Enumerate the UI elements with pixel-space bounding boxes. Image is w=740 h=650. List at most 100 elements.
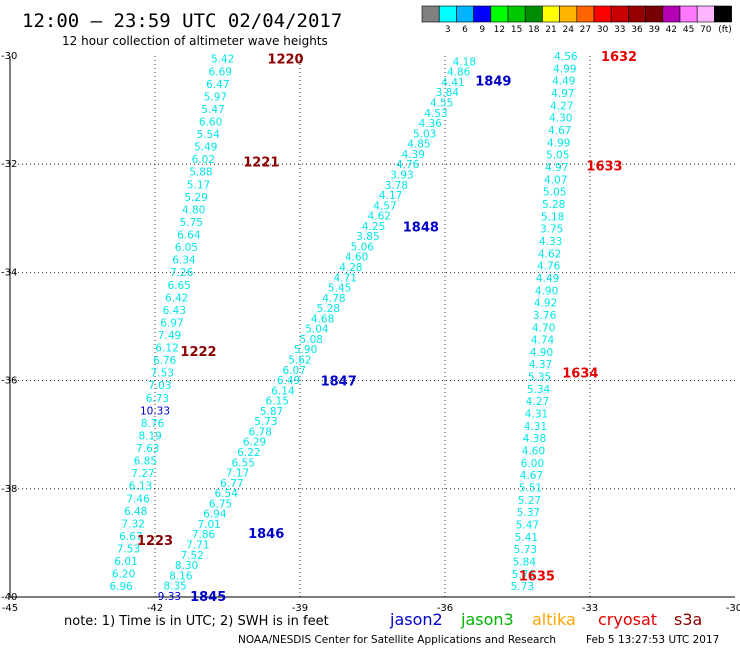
color-scale-label: 24 <box>562 25 574 35</box>
legend-item-jason2: jason2 <box>389 610 443 629</box>
swh-point: 4.76 <box>537 261 561 273</box>
swh-point: 4.39 <box>402 149 425 161</box>
color-scale-label: 18 <box>528 25 540 35</box>
swh-point: 8.16 <box>169 570 193 582</box>
color-swatch <box>628 5 646 23</box>
swh-point: 5.08 <box>300 334 323 346</box>
grid-lines <box>10 56 735 597</box>
swh-point: 4.33 <box>539 236 562 248</box>
swh-point: 4.86 <box>447 67 471 79</box>
swh-point: 7.27 <box>131 468 154 480</box>
swh-point: 6.97 <box>160 317 183 329</box>
color-scale-unit: (ft) <box>718 25 732 35</box>
color-swatch <box>714 5 732 23</box>
legend-item-cryosat: cryosat <box>598 610 657 629</box>
swh-point: 5.47 <box>516 520 539 532</box>
swh-point: 4.55 <box>430 98 453 110</box>
pass-time-label: 1220 <box>267 53 303 68</box>
color-scale-label: 70 <box>700 25 712 35</box>
swh-point: 7.17 <box>226 468 249 480</box>
x-tick-label: -39 <box>292 603 308 614</box>
pass-time-label: 1845 <box>190 590 226 605</box>
legend-item-jason3: jason3 <box>460 610 514 629</box>
pass-time-label: 1221 <box>243 155 279 170</box>
swh-point: 5.29 <box>184 192 207 204</box>
swh-point: 7.52 <box>180 550 203 562</box>
swh-point: 7.53 <box>117 544 140 556</box>
swh-point: 5.06 <box>351 241 375 253</box>
swh-point: 3.76 <box>533 310 557 322</box>
swh-point: 5.42 <box>211 54 234 66</box>
swh-point: 4.99 <box>553 63 576 75</box>
swh-point: 4.90 <box>535 285 558 297</box>
swh-point: 3.78 <box>385 180 408 192</box>
color-swatch <box>576 5 595 23</box>
swh-point: 5.17 <box>187 179 210 191</box>
swh-point: 6.75 <box>209 498 232 510</box>
swh-point: 4.74 <box>531 335 555 347</box>
swh-point: 4.67 <box>520 470 543 482</box>
y-axis-ticks: -30 -32 -34 -36 -38 -40 <box>1 51 17 603</box>
swh-point: 7.63 <box>136 443 159 455</box>
swh-point: 4.25 <box>362 221 385 233</box>
swh-point: 4.36 <box>419 118 443 130</box>
swh-point: 6.64 <box>177 230 201 242</box>
color-scale-label: 6 <box>462 25 468 35</box>
color-swatch <box>524 5 543 23</box>
pass-time-label: 1848 <box>403 220 439 235</box>
swh-point: 6.42 <box>165 292 188 304</box>
chart-subtitle: 12 hour collection of altimeter wave hei… <box>62 34 328 48</box>
swh-point: 4.85 <box>407 139 430 151</box>
color-scale-label: 30 <box>597 25 609 35</box>
y-tick-label: -40 <box>1 592 17 603</box>
plot-area <box>9 56 735 598</box>
swh-point: 5.05 <box>543 187 566 199</box>
color-scale-label: 27 <box>580 25 591 35</box>
swh-point: 7.71 <box>186 540 209 552</box>
swh-point: 3.85 <box>356 231 379 243</box>
x-axis-ticks: -45 -42 -39 -36 -33 -30 <box>2 603 740 614</box>
swh-point: 6.01 <box>114 556 137 568</box>
credit-text: NOAA/NESDIS Center for Satellite Applica… <box>238 634 556 646</box>
units-note: note: 1) Time is in UTC; 2) SWH is in fe… <box>64 614 329 629</box>
x-tick-label: -45 <box>2 603 18 614</box>
color-swatch <box>593 5 612 23</box>
swh-point: 5.73 <box>514 544 537 556</box>
swh-point: 5.97 <box>204 91 227 103</box>
swh-point: 4.97 <box>545 162 568 174</box>
chart-title: 12:00 – 23:59 UTC 02/04/2017 <box>22 10 342 32</box>
swh-point: 3.84 <box>436 87 460 99</box>
swh-point: 5.75 <box>180 217 203 229</box>
swh-point: 9.33 <box>158 591 181 603</box>
swh-point: 7.26 <box>170 267 194 279</box>
pass-time-label: 1847 <box>321 375 357 390</box>
swh-point: 3.75 <box>540 224 563 236</box>
swh-point: 5.28 <box>542 199 565 211</box>
color-scale-label: 45 <box>683 25 694 35</box>
legend-item-s3a: s3a <box>674 610 702 629</box>
color-swatch <box>645 5 664 23</box>
swh-point: 6.67 <box>119 531 142 543</box>
swh-point: 6.76 <box>153 355 177 367</box>
swh-point: 6.34 <box>172 255 196 267</box>
swh-point: 6.12 <box>155 343 178 355</box>
pass-time-label: 1633 <box>586 159 622 174</box>
pass-time-label: 1634 <box>562 366 598 381</box>
swh-point: 6.29 <box>243 437 266 449</box>
swh-point: 6.47 <box>206 79 229 91</box>
wave-height-tracks: 9.338.358.168.307.527.717.867.016.946.75… <box>109 51 577 603</box>
pass-time-label: 1635 <box>519 569 555 584</box>
swh-point: 5.35 <box>528 372 551 384</box>
swh-point: 6.77 <box>220 478 243 490</box>
y-tick-label: -34 <box>1 267 17 278</box>
swh-point: 6.54 <box>215 488 239 500</box>
pass-time-label: 1849 <box>475 74 511 89</box>
swh-point: 4.78 <box>322 293 345 305</box>
color-scale-label: 12 <box>494 25 505 35</box>
swh-point: 5.51 <box>519 483 542 495</box>
swh-point: 6.85 <box>134 456 157 468</box>
legend-item-altika: altika <box>532 610 576 629</box>
swh-point: 5.49 <box>194 142 217 154</box>
x-tick-label: -30 <box>726 603 740 614</box>
pass-time-label: 1846 <box>248 527 284 542</box>
